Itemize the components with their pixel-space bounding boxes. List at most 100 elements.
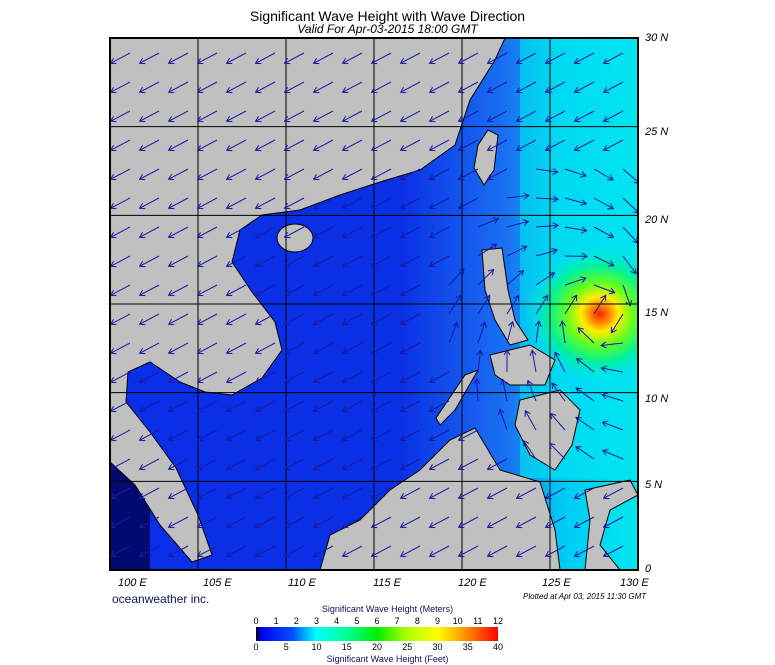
wave-direction-arrow xyxy=(341,81,363,94)
wave-direction-arrow xyxy=(486,52,508,65)
wave-direction-arrow xyxy=(138,226,160,239)
wave-direction-arrow xyxy=(312,110,334,123)
wave-direction-arrow xyxy=(370,284,392,297)
wave-direction-arrow xyxy=(370,371,392,384)
map-subtitle: Valid For Apr-03-2015 18:00 GMT xyxy=(297,22,478,36)
wave-direction-arrow xyxy=(341,226,363,239)
wave-direction-arrow xyxy=(622,168,638,184)
wave-direction-arrow xyxy=(448,321,459,344)
wave-direction-arrow xyxy=(535,294,549,315)
wave-direction-arrow xyxy=(498,408,508,431)
wave-direction-arrow xyxy=(486,168,508,181)
lat-label: 15 N xyxy=(645,307,669,319)
wave-direction-arrow xyxy=(138,342,160,355)
wave-direction-arrow xyxy=(254,52,276,65)
wave-direction-arrow xyxy=(341,342,363,355)
wave-direction-arrow xyxy=(577,327,595,344)
wave-direction-arrow xyxy=(544,110,566,123)
wave-direction-arrow xyxy=(341,284,363,297)
wave-direction-arrow xyxy=(341,400,363,413)
wave-direction-arrow xyxy=(370,226,392,239)
wave-direction-arrow xyxy=(196,429,218,442)
wave-direction-arrow xyxy=(457,429,479,442)
colorbar-feet-tick: 20 xyxy=(371,642,383,652)
wave-direction-arrow xyxy=(196,342,218,355)
wave-direction-arrow xyxy=(428,139,450,152)
wave-direction-arrow xyxy=(225,197,247,210)
wave-direction-arrow xyxy=(283,342,305,355)
wave-direction-arrow xyxy=(341,429,363,442)
colorbar-title-meters: Significant Wave Height (Meters) xyxy=(321,604,454,614)
wave-direction-arrow xyxy=(399,284,421,297)
wave-direction-arrow xyxy=(312,516,334,529)
colorbar-meter-tick: 5 xyxy=(354,616,360,626)
wave-direction-arrow xyxy=(341,545,363,558)
wave-direction-arrow xyxy=(341,197,363,210)
wave-direction-arrow xyxy=(575,387,595,402)
wave-direction-arrow xyxy=(283,284,305,297)
wave-direction-arrow xyxy=(167,52,189,65)
wave-direction-arrow xyxy=(544,487,566,500)
wave-direction-arrow xyxy=(225,284,247,297)
wave-direction-arrow xyxy=(515,110,537,123)
wave-direction-arrow xyxy=(544,139,566,152)
wave-direction-arrow xyxy=(399,255,421,268)
colorbar-feet-tick: 0 xyxy=(253,642,259,652)
wave-direction-arrow xyxy=(167,313,189,326)
wave-direction-arrow xyxy=(341,168,363,181)
wave-direction-arrow xyxy=(428,371,450,384)
wave-direction-arrow xyxy=(457,545,479,558)
wave-direction-arrow xyxy=(506,219,530,228)
colorbar-meter-tick: 4 xyxy=(334,616,340,626)
wave-direction-arrow xyxy=(341,110,363,123)
wave-direction-arrow xyxy=(601,449,624,460)
wave-direction-arrow xyxy=(370,81,392,94)
wave-direction-arrow xyxy=(225,168,247,181)
wave-direction-arrow xyxy=(564,276,587,286)
wave-direction-arrow xyxy=(196,226,218,239)
wave-direction-arrow xyxy=(196,313,218,326)
wave-direction-arrow xyxy=(457,81,479,94)
wave-direction-arrow xyxy=(167,545,189,558)
wave-direction-arrow xyxy=(312,313,334,326)
wave-direction-arrow xyxy=(341,371,363,384)
wave-direction-arrow xyxy=(535,247,559,257)
wave-direction-arrow xyxy=(534,320,542,344)
wave-direction-arrow xyxy=(515,139,537,152)
wave-direction-arrow xyxy=(515,52,537,65)
wave-direction-arrow xyxy=(254,458,276,471)
wave-direction-arrow xyxy=(312,545,334,558)
wave-direction-arrows xyxy=(110,52,638,558)
wave-direction-arrow xyxy=(167,429,189,442)
wave-direction-arrow xyxy=(196,516,218,529)
wave-direction-arrow xyxy=(196,458,218,471)
wave-direction-arrow xyxy=(138,516,160,529)
wave-direction-arrow xyxy=(457,52,479,65)
colorbar-meter-tick: 8 xyxy=(414,616,420,626)
wave-direction-arrow xyxy=(254,371,276,384)
wave-direction-arrow xyxy=(399,52,421,65)
map-title: Significant Wave Height with Wave Direct… xyxy=(249,8,526,24)
wave-direction-arrow xyxy=(602,487,624,500)
wave-direction-arrow xyxy=(457,139,479,152)
wave-direction-arrow xyxy=(225,255,247,268)
wave-direction-arrow xyxy=(283,168,305,181)
wave-direction-arrow xyxy=(341,313,363,326)
wave-direction-arrow xyxy=(196,81,218,94)
wave-direction-arrow xyxy=(428,110,450,123)
wave-direction-arrow xyxy=(196,168,218,181)
lat-label: 10 N xyxy=(645,393,669,405)
wave-direction-arrow xyxy=(312,81,334,94)
wave-direction-arrow xyxy=(225,110,247,123)
land-mainland-asia xyxy=(110,38,506,563)
wave-direction-arrow xyxy=(399,545,421,558)
wave-direction-arrow xyxy=(138,168,160,181)
wave-direction-arrow xyxy=(601,392,624,402)
wave-direction-arrow xyxy=(503,349,511,373)
colorbar-meter-tick: 2 xyxy=(293,616,299,626)
wave-direction-arrow xyxy=(370,52,392,65)
wave-direction-arrow xyxy=(283,400,305,413)
wave-direction-arrow xyxy=(283,52,305,65)
wave-direction-arrow xyxy=(428,226,450,239)
wave-direction-arrow xyxy=(370,429,392,442)
